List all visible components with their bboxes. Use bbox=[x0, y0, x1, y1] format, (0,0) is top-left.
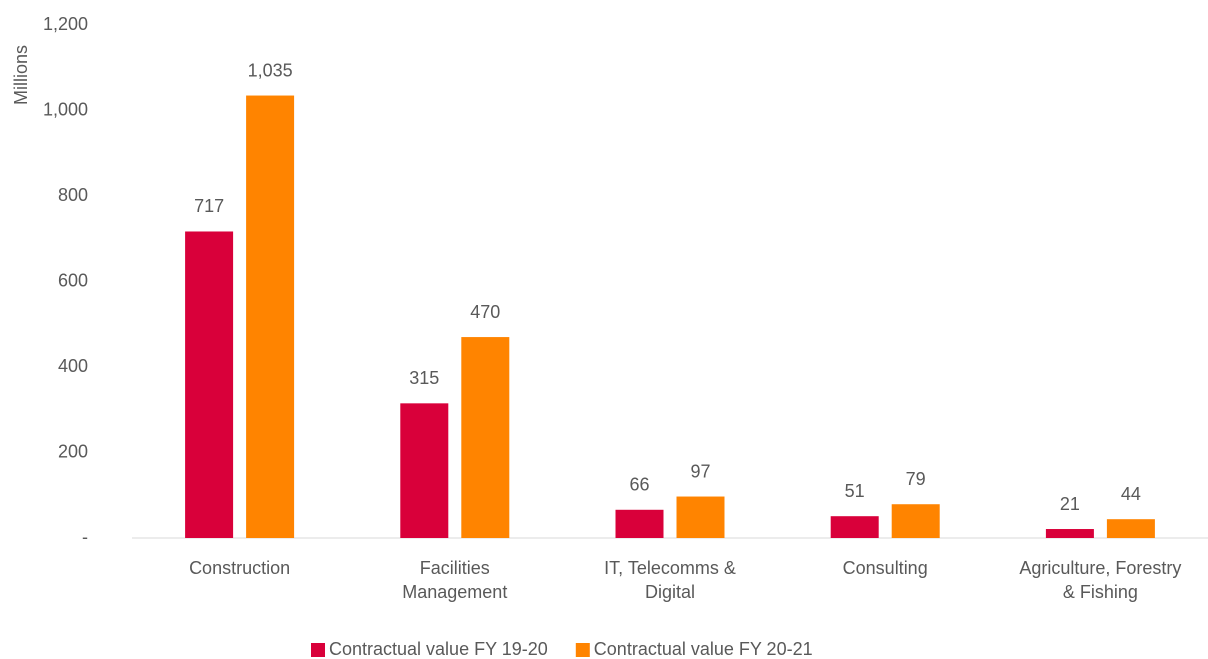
x-tick-label: IT, Telecomms & Digital bbox=[604, 558, 736, 602]
legend-label: Contractual value FY 20-21 bbox=[594, 639, 813, 659]
data-label: 470 bbox=[470, 302, 500, 322]
x-tick-label: Facilities Management bbox=[402, 558, 508, 602]
y-tick-label: 1,200 bbox=[43, 14, 88, 34]
y-tick-label: 800 bbox=[58, 185, 88, 205]
bar bbox=[615, 509, 664, 538]
bar bbox=[246, 95, 295, 538]
data-label: 66 bbox=[629, 475, 649, 495]
bar bbox=[676, 496, 725, 538]
bar bbox=[400, 403, 449, 538]
data-label: 315 bbox=[409, 368, 439, 388]
x-tick-label: Consulting bbox=[842, 558, 928, 578]
data-label: 79 bbox=[906, 469, 926, 489]
data-label: 51 bbox=[845, 481, 865, 501]
y-tick-label: 400 bbox=[58, 356, 88, 376]
bar bbox=[185, 231, 234, 539]
y-tick-label: 200 bbox=[58, 441, 88, 461]
x-tick-label: Agriculture, Forestry & Fishing bbox=[1019, 558, 1182, 602]
bar bbox=[1045, 529, 1094, 538]
legend-swatch bbox=[575, 643, 590, 657]
y-tick-label: 1,000 bbox=[43, 99, 88, 119]
bar bbox=[830, 516, 879, 538]
y-tick-label: 600 bbox=[58, 270, 88, 290]
data-label: 97 bbox=[690, 461, 710, 481]
data-label: 717 bbox=[194, 196, 224, 216]
legend-label: Contractual value FY 19-20 bbox=[329, 639, 548, 659]
x-tick-label: Construction bbox=[189, 558, 291, 578]
data-label: 44 bbox=[1121, 484, 1141, 504]
bar bbox=[1106, 519, 1155, 538]
legend-swatch bbox=[311, 643, 325, 657]
y-axis-label: Millions bbox=[11, 45, 31, 105]
data-label: 1,035 bbox=[248, 60, 293, 80]
data-label: 21 bbox=[1060, 494, 1080, 514]
y-tick-label: - bbox=[82, 527, 88, 547]
bar bbox=[461, 337, 510, 538]
bar bbox=[891, 504, 940, 538]
